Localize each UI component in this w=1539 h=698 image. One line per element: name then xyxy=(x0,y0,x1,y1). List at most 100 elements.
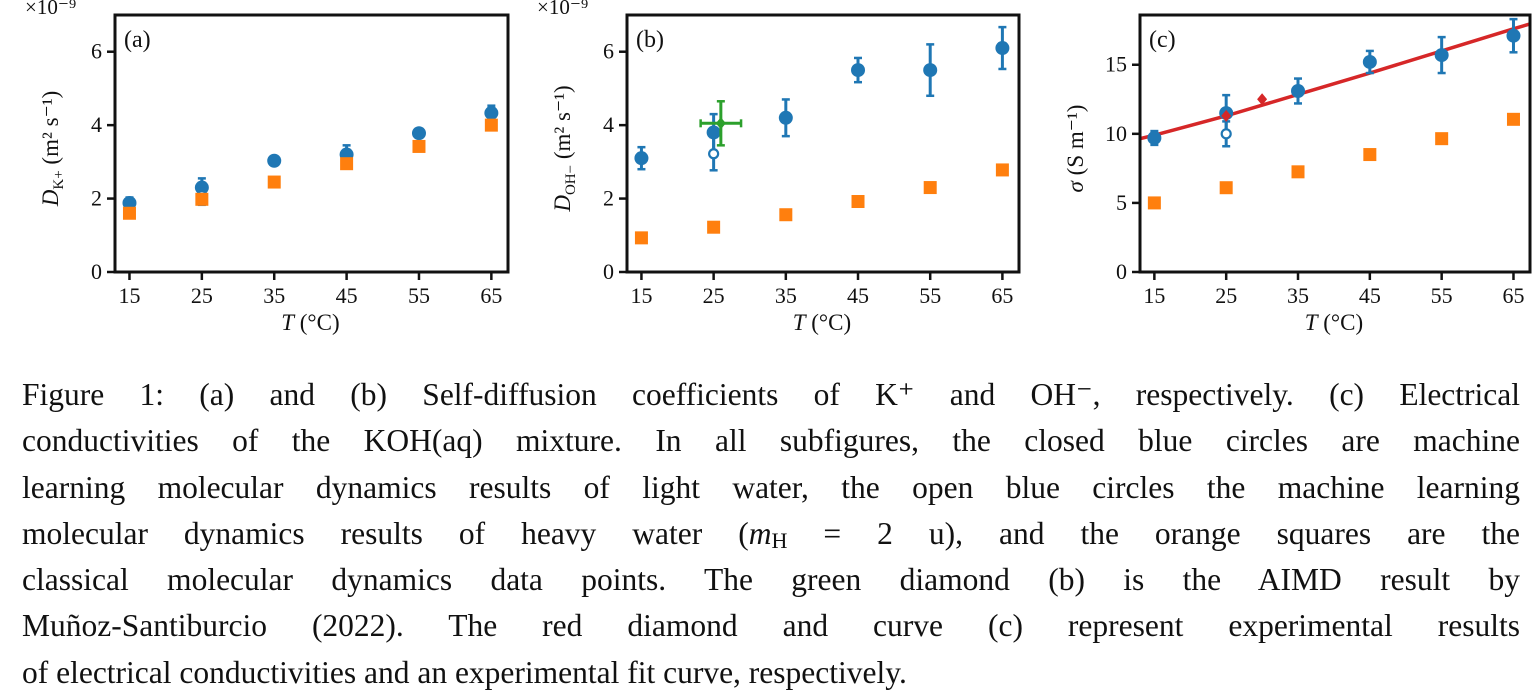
y-axis-subscript: K+ xyxy=(51,170,67,189)
caption-math-m: m xyxy=(748,515,772,551)
x-tick-label: 65 xyxy=(991,283,1013,308)
plot-area xyxy=(634,25,1010,245)
data-point xyxy=(923,181,937,195)
data-point xyxy=(1147,196,1161,210)
data-point xyxy=(340,157,354,171)
panel-c: 15 25 35 45 55 65 0 5 10 15 T (°C) σ (S m⁻¹) (c) xyxy=(1063,13,1532,335)
y-multiplier: ×10⁻⁹ xyxy=(537,0,588,19)
data-point xyxy=(923,63,938,78)
caption-line: of electrical conductivities and an expe… xyxy=(22,654,907,690)
panel-label: (b) xyxy=(636,27,664,53)
caption-text: molecular dynamics results of heavy wate… xyxy=(22,515,749,551)
series-mlmd_heavy xyxy=(1220,120,1232,148)
y-tick-label: 2 xyxy=(91,186,102,211)
y-axis-symbol: D xyxy=(550,195,575,213)
data-point xyxy=(1291,165,1305,179)
x-tick-label: 35 xyxy=(1287,283,1309,308)
data-point xyxy=(267,153,282,168)
x-tick-label: 55 xyxy=(408,283,430,308)
data-point xyxy=(1363,148,1377,162)
y-tick-label: 6 xyxy=(603,39,614,64)
x-tick-label: 55 xyxy=(1431,283,1453,308)
data-point xyxy=(1257,93,1268,106)
panel-b: 15 25 35 45 55 65 0 2 4 6 ×10⁻⁹ T (°C) DOH− (m² s⁻¹)… xyxy=(537,0,1021,335)
x-tick-label: 25 xyxy=(1215,283,1237,308)
x-tick-label: 25 xyxy=(191,283,213,308)
data-point xyxy=(1221,109,1232,122)
x-tick-label: 45 xyxy=(847,283,869,308)
series-experimental xyxy=(1221,93,1268,122)
series-experimental_fit xyxy=(1140,22,1530,141)
series-classical_md xyxy=(122,118,498,220)
caption-line: conductivities of the KOH(aq) mixture. I… xyxy=(22,423,1520,459)
caption-math-sub: H xyxy=(771,527,788,553)
data-point xyxy=(995,41,1010,56)
caption-text: = 2 u), and the orange squares are the xyxy=(787,515,1520,551)
y-tick-label: 10 xyxy=(1105,121,1127,146)
data-point xyxy=(122,206,136,220)
x-tick-label: 65 xyxy=(480,283,502,308)
data-point xyxy=(851,63,866,78)
panel-label: (c) xyxy=(1149,27,1176,53)
x-axis-symbol: T xyxy=(1305,310,1320,335)
series-classical_md xyxy=(1147,112,1520,210)
y-axis-units: (S m⁻¹) xyxy=(1063,105,1088,182)
y-tick-label: 0 xyxy=(91,259,102,284)
data-point xyxy=(707,220,721,234)
plot-area xyxy=(1140,17,1530,210)
fit-curve xyxy=(1140,22,1530,141)
axes-frame xyxy=(625,13,1021,274)
figure-caption: Figure 1: (a) and (b) Self-diffusion coe… xyxy=(22,372,1520,696)
x-tick-label: 35 xyxy=(263,283,285,308)
axes-frame xyxy=(1138,13,1532,274)
caption-line: classical molecular dynamics data points… xyxy=(22,562,1520,598)
data-point xyxy=(1506,28,1521,43)
data-point xyxy=(122,195,137,210)
data-point xyxy=(484,106,499,121)
x-axis-label: T (°C) xyxy=(281,310,339,335)
y-axis-units: (m² s⁻¹) xyxy=(38,91,63,171)
y-tick-label: 0 xyxy=(603,259,614,284)
data-point xyxy=(634,231,648,245)
y-tick-label: 4 xyxy=(91,112,102,137)
series-aimd xyxy=(699,100,743,147)
y-axis-symbol: D xyxy=(38,189,63,207)
y-axis-label: DOH− (m² s⁻¹) xyxy=(550,85,579,212)
y-axis-label: DK+ (m² s⁻¹) xyxy=(38,91,67,208)
data-point xyxy=(1435,132,1449,146)
data-point xyxy=(779,208,793,222)
x-axis-units: (°C) xyxy=(1318,310,1364,335)
x-tick-label: 45 xyxy=(1359,283,1381,308)
data-point xyxy=(1147,130,1162,145)
data-point xyxy=(484,118,498,132)
data-point xyxy=(634,151,649,166)
data-point xyxy=(706,125,721,140)
panel-label: (a) xyxy=(124,27,151,53)
y-tick-label: 2 xyxy=(603,186,614,211)
plot-area xyxy=(122,104,499,220)
data-point xyxy=(1219,181,1233,195)
x-axis-label: T (°C) xyxy=(1305,310,1363,335)
x-tick-label: 15 xyxy=(118,283,140,308)
data-point xyxy=(1506,112,1520,126)
x-axis-units: (°C) xyxy=(806,310,852,335)
axes-frame xyxy=(113,13,510,274)
y-tick-label: 6 xyxy=(91,39,102,64)
y-axis-symbol: σ xyxy=(1063,179,1088,192)
x-axis-symbol: T xyxy=(281,310,296,335)
x-tick-label: 15 xyxy=(1143,283,1165,308)
data-point xyxy=(1362,54,1377,69)
x-tick-label: 35 xyxy=(775,283,797,308)
y-axis-subscript: OH− xyxy=(563,165,579,195)
y-tick-label: 0 xyxy=(1116,259,1127,284)
data-point xyxy=(995,163,1009,177)
caption-line: learning molecular dynamics results of l… xyxy=(22,469,1520,505)
y-axis-label: σ (S m⁻¹) xyxy=(1063,105,1088,193)
data-point xyxy=(778,110,793,125)
data-point xyxy=(715,117,726,130)
caption-line: Figure 1: (a) and (b) Self-diffusion coe… xyxy=(22,377,1520,412)
data-point xyxy=(411,126,426,141)
caption-line: molecular dynamics results of heavy wate… xyxy=(22,511,1520,557)
